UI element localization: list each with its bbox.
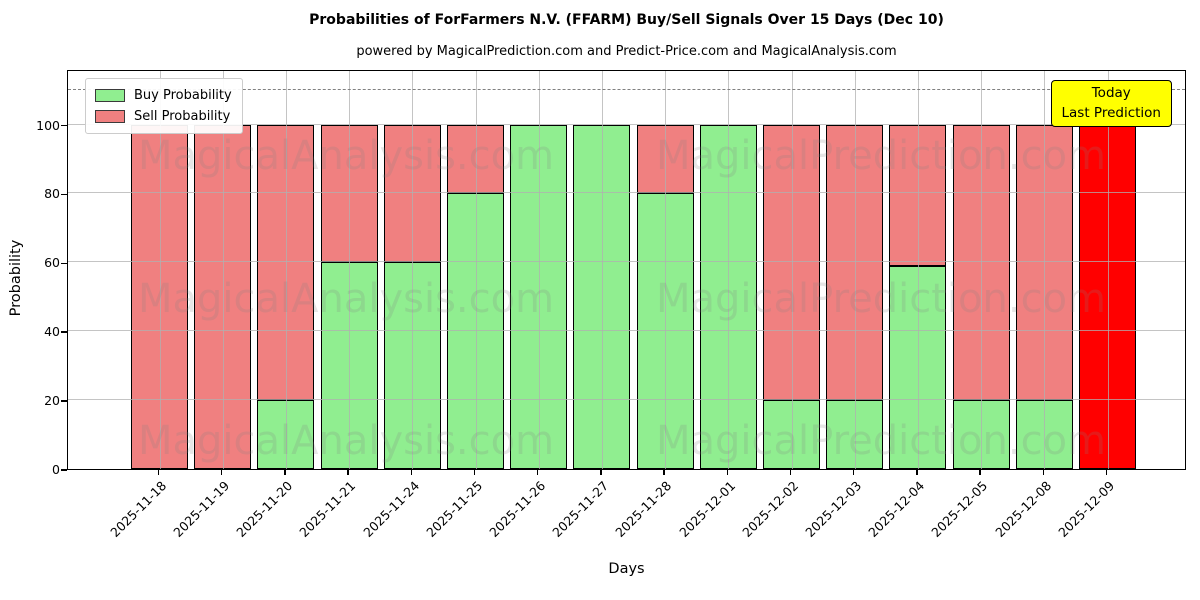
- x-axis-label: Days: [608, 561, 645, 577]
- today-annotation-line2: Last Prediction: [1061, 104, 1161, 121]
- x-tick-mark: [536, 470, 539, 475]
- x-tick-label-2025-11-19: 2025-11-19: [170, 478, 233, 540]
- buy-swatch-icon: [95, 89, 125, 102]
- x-tick-label-2025-11-28: 2025-11-28: [612, 478, 675, 540]
- v-gridline-2025-11-26: [538, 71, 540, 469]
- y-tick-mark: [61, 469, 67, 471]
- x-tick-label-2025-12-03: 2025-12-03: [802, 478, 865, 540]
- x-tick-label-2025-11-26: 2025-11-26: [486, 478, 549, 540]
- y-tick-label-100: 100: [36, 117, 60, 133]
- x-tick-label-2025-11-20: 2025-11-20: [233, 478, 296, 540]
- h-gridline-40: [68, 330, 1185, 332]
- plot-area: Buy Probability Sell Probability Today L…: [67, 70, 1186, 470]
- x-tick-mark: [410, 470, 413, 475]
- v-gridline-2025-11-25: [475, 71, 477, 469]
- y-tick-label-80: 80: [44, 186, 60, 202]
- threshold-dashed-line: [68, 89, 1185, 91]
- x-tick-mark: [979, 470, 981, 475]
- x-tick-mark: [852, 470, 855, 475]
- x-tick-label-2025-12-08: 2025-12-08: [991, 478, 1054, 540]
- v-gridline-2025-12-01: [728, 71, 730, 469]
- x-tick-mark: [220, 470, 223, 475]
- x-tick-mark: [600, 470, 602, 475]
- v-gridline-2025-11-27: [601, 71, 603, 469]
- h-gridline-20: [68, 399, 1185, 401]
- y-tick-mark: [61, 193, 67, 196]
- x-tick-mark: [789, 470, 792, 475]
- legend: Buy Probability Sell Probability: [85, 78, 243, 134]
- today-annotation: Today Last Prediction: [1050, 80, 1172, 128]
- x-tick-mark: [916, 470, 918, 475]
- x-tick-label-2025-12-02: 2025-12-02: [739, 478, 802, 540]
- y-tick-label-60: 60: [44, 255, 60, 271]
- v-gridline-2025-12-09: [1107, 71, 1109, 469]
- sell-swatch-icon: [95, 110, 125, 123]
- y-tick-mark: [61, 331, 67, 333]
- x-tick-mark: [157, 470, 160, 475]
- x-tick-label-2025-12-09: 2025-12-09: [1055, 478, 1118, 540]
- chart-title: Probabilities of ForFarmers N.V. (FFARM)…: [309, 12, 944, 28]
- x-tick-label-2025-12-05: 2025-12-05: [928, 478, 991, 540]
- x-tick-mark: [726, 470, 729, 475]
- h-gridline-100: [68, 123, 1185, 125]
- h-gridline-80: [68, 192, 1185, 194]
- v-gridline-2025-11-19: [222, 71, 224, 469]
- y-tick-label-40: 40: [44, 324, 60, 340]
- v-gridline-2025-11-20: [285, 71, 287, 469]
- y-tick-mark: [61, 262, 67, 265]
- x-tick-label-2025-11-25: 2025-11-25: [423, 478, 486, 540]
- x-tick-label-2025-12-04: 2025-12-04: [865, 478, 928, 540]
- x-tick-mark: [1042, 470, 1045, 475]
- legend-buy-label: Buy Probability: [134, 88, 232, 103]
- chart-subtitle: powered by MagicalPrediction.com and Pre…: [356, 44, 897, 59]
- x-tick-label-2025-12-01: 2025-12-01: [675, 478, 738, 540]
- x-tick-label-2025-11-21: 2025-11-21: [296, 478, 359, 540]
- legend-row-sell: Sell Probability: [95, 106, 232, 127]
- v-gridline-2025-12-03: [854, 71, 856, 469]
- v-gridline-2025-12-02: [791, 71, 793, 469]
- x-tick-mark: [663, 470, 665, 475]
- x-tick-mark: [1105, 470, 1108, 475]
- x-tick-label-2025-11-24: 2025-11-24: [359, 478, 422, 540]
- today-annotation-line1: Today: [1091, 85, 1131, 101]
- v-gridline-2025-11-21: [349, 71, 351, 469]
- x-tick-mark: [473, 470, 476, 475]
- x-tick-mark: [284, 470, 286, 475]
- legend-sell-label: Sell Probability: [134, 109, 231, 124]
- y-tick-label-20: 20: [44, 393, 60, 409]
- x-tick-label-2025-11-18: 2025-11-18: [107, 478, 170, 540]
- x-tick-mark: [347, 470, 349, 475]
- v-gridline-2025-12-05: [981, 71, 983, 469]
- v-gridline-2025-11-24: [412, 71, 414, 469]
- y-tick-mark: [61, 124, 67, 127]
- y-axis-label: Probability: [8, 239, 24, 317]
- x-tick-label-2025-11-27: 2025-11-27: [549, 478, 612, 540]
- y-tick-label-0: 0: [52, 462, 60, 477]
- y-tick-mark: [61, 400, 67, 402]
- v-gridline-2025-11-28: [665, 71, 667, 469]
- v-gridline-2025-12-04: [917, 71, 919, 469]
- v-gridline-2025-12-08: [1044, 71, 1046, 469]
- h-gridline-60: [68, 261, 1185, 263]
- v-gridline-2025-11-18: [159, 71, 161, 469]
- legend-row-buy: Buy Probability: [95, 85, 232, 106]
